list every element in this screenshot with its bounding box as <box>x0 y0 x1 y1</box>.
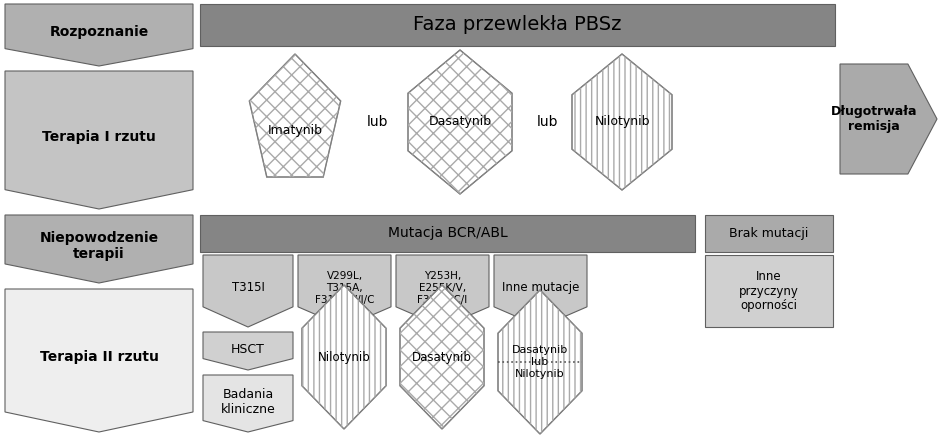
Text: HSCT: HSCT <box>231 343 264 356</box>
Text: Nilotynib: Nilotynib <box>317 350 370 364</box>
Text: lub: lub <box>367 115 388 129</box>
Polygon shape <box>408 50 512 194</box>
Polygon shape <box>5 71 193 209</box>
Text: Rozpoznanie: Rozpoznanie <box>49 25 148 39</box>
Polygon shape <box>497 290 582 434</box>
Text: Imatynib: Imatynib <box>267 124 322 137</box>
Bar <box>704 215 832 252</box>
Polygon shape <box>839 64 936 174</box>
Text: Faza przewlekła PBSz: Faza przewlekła PBSz <box>413 15 621 35</box>
Text: Terapia I rzutu: Terapia I rzutu <box>42 130 156 144</box>
Text: Niepowodzenie
terapii: Niepowodzenie terapii <box>40 231 159 261</box>
Polygon shape <box>203 255 293 327</box>
Polygon shape <box>5 4 193 66</box>
Polygon shape <box>5 289 193 432</box>
Polygon shape <box>399 285 483 429</box>
Polygon shape <box>203 375 293 432</box>
Text: Badania
kliniczne: Badania kliniczne <box>220 388 275 416</box>
Polygon shape <box>494 255 586 327</box>
Text: Nilotynib: Nilotynib <box>594 115 649 128</box>
Polygon shape <box>571 54 671 190</box>
Bar <box>704 255 832 327</box>
Text: Długotrwała
remisja: Długotrwała remisja <box>830 105 917 133</box>
Text: Terapia II rzutu: Terapia II rzutu <box>40 350 159 364</box>
Polygon shape <box>249 54 340 177</box>
Polygon shape <box>302 285 385 429</box>
Text: V299L,
T315A,
F317L/V/I/C: V299L, T315A, F317L/V/I/C <box>314 271 374 305</box>
Polygon shape <box>203 332 293 370</box>
Bar <box>200 215 694 252</box>
Text: T315I: T315I <box>231 281 264 295</box>
Polygon shape <box>5 215 193 283</box>
Text: Inne mutacje: Inne mutacje <box>501 281 579 295</box>
Text: Y253H,
E255K/V,
F359V/C/I: Y253H, E255K/V, F359V/C/I <box>417 271 467 305</box>
Text: Dasatynib: Dasatynib <box>412 350 471 364</box>
Text: Mutacja BCR/ABL: Mutacja BCR/ABL <box>387 226 507 240</box>
Text: Inne
przyczyny
oporności: Inne przyczyny oporności <box>738 270 798 312</box>
Text: Dasatynib: Dasatynib <box>428 115 491 128</box>
Text: Brak mutacji: Brak mutacji <box>729 227 808 240</box>
Polygon shape <box>297 255 391 327</box>
Bar <box>200 4 834 46</box>
Text: Dasatynib
lub
Nilotynib: Dasatynib lub Nilotynib <box>512 345 567 378</box>
Polygon shape <box>396 255 488 327</box>
Text: lub: lub <box>537 115 558 129</box>
